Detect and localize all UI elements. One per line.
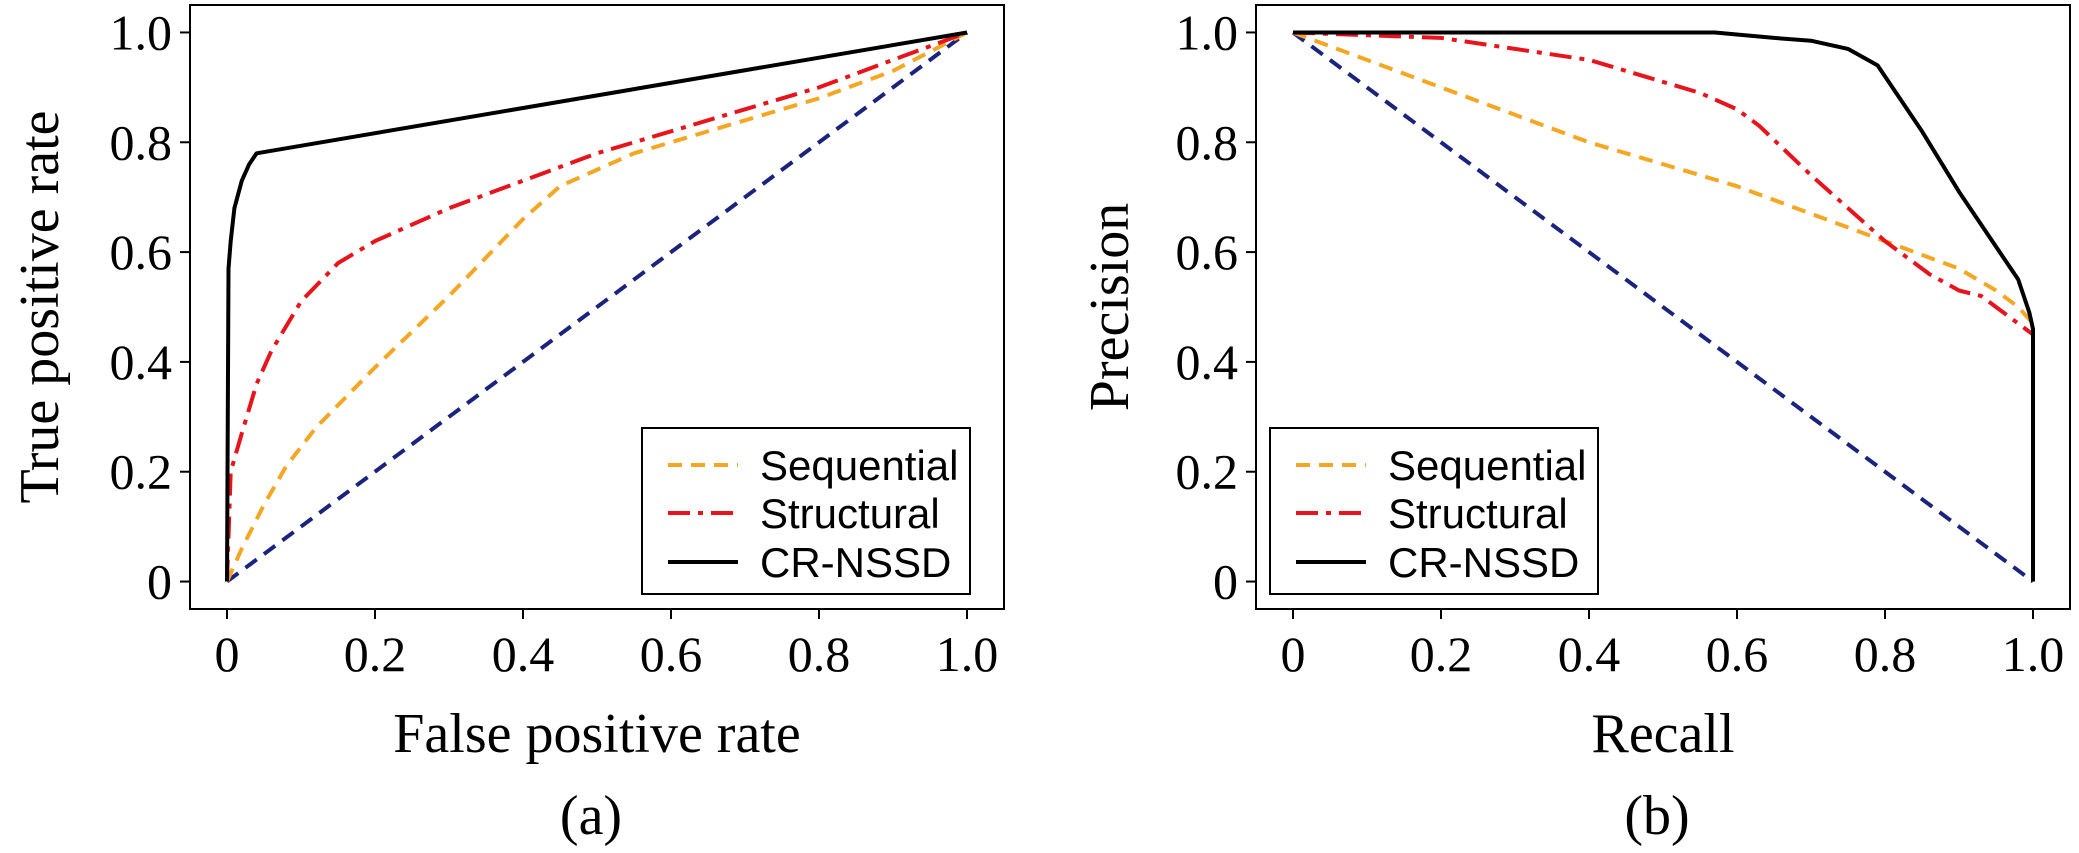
legend-b: Sequential Structural CR-NSSD — [1269, 427, 1599, 595]
x-tick-label: 0.8 — [1854, 626, 1917, 682]
y-tick-label: 0.6 — [1176, 224, 1239, 280]
y-tick-label: 0 — [147, 554, 172, 610]
y-tick-label: 0.2 — [1176, 444, 1239, 500]
x-tick-label: 0.4 — [492, 626, 555, 682]
x-axis-title-a: False positive rate — [393, 703, 800, 765]
y-tick-label: 0 — [1213, 554, 1238, 610]
x-tick-label: 0 — [215, 626, 240, 682]
series-line-structural — [225, 30, 968, 582]
series-line-sequential — [225, 30, 968, 583]
x-tick-label: 0.6 — [1706, 626, 1769, 682]
x-axis-title-b: Recall — [1591, 703, 1734, 765]
plot-frame-a — [189, 4, 1005, 610]
legend-label-structural-a: Structural — [760, 490, 940, 537]
y-axis-title-b: Precision — [1079, 203, 1141, 411]
plot-frame-b — [1255, 4, 2071, 610]
y-axis-title-a: True positive rate — [9, 111, 71, 504]
x-tick-label: 0.2 — [1410, 626, 1473, 682]
chart-panel-a: 0 0.2 0.4 0.6 0.8 1.0 0 0.2 0.4 0.6 0.8 1.0 Sequen… — [9, 4, 1005, 847]
series-line-reference — [1291, 30, 2035, 584]
chart-panel-b: 0 0.2 0.4 0.6 0.8 1.0 0 0.2 0.4 0.6 0.8 1.0 Sequen… — [1079, 4, 2071, 847]
caption-a: (a) — [560, 785, 622, 847]
y-ticks-b: 0 0.2 0.4 0.6 0.8 1.0 — [1176, 4, 1256, 610]
series-lines-a — [225, 30, 969, 584]
x-tick-label: 0.4 — [1558, 626, 1621, 682]
x-tick-label: 1.0 — [936, 626, 999, 682]
x-tick-label: 0.8 — [788, 626, 851, 682]
legend-label-sequential-a: Sequential — [760, 442, 959, 489]
y-tick-label: 0.6 — [110, 224, 173, 280]
series-line-cr-nssd — [1293, 30, 2035, 582]
y-tick-label: 0.8 — [110, 114, 173, 170]
y-tick-label: 1.0 — [110, 4, 173, 60]
x-ticks-a: 0 0.2 0.4 0.6 0.8 1.0 — [215, 609, 999, 682]
x-tick-label: 0.6 — [640, 626, 703, 682]
y-tick-label: 0.8 — [1176, 114, 1239, 170]
legend-label-cr-nssd-a: CR-NSSD — [760, 539, 951, 586]
x-tick-label: 0 — [1281, 626, 1306, 682]
y-tick-label: 0.2 — [110, 444, 173, 500]
legend-box-a — [641, 427, 971, 595]
y-tick-label: 0.4 — [1176, 334, 1239, 390]
legend-label-sequential-b: Sequential — [1388, 442, 1587, 489]
y-ticks-a: 0 0.2 0.4 0.6 0.8 1.0 — [110, 4, 190, 610]
legend-label-structural-b: Structural — [1388, 490, 1568, 537]
y-tick-label: 1.0 — [1176, 4, 1239, 60]
series-lines-b — [1291, 30, 2035, 584]
legend-label-cr-nssd-b: CR-NSSD — [1388, 539, 1579, 586]
series-line-sequential — [1292, 30, 2035, 325]
x-ticks-b: 0 0.2 0.4 0.6 0.8 1.0 — [1281, 609, 2065, 682]
legend-a: Sequential Structural CR-NSSD — [641, 427, 971, 595]
y-tick-label: 0.4 — [110, 334, 173, 390]
series-line-reference — [225, 30, 969, 584]
x-tick-label: 1.0 — [2002, 626, 2065, 682]
series-line-cr-nssd — [225, 30, 968, 582]
series-line-structural — [1292, 30, 2035, 337]
caption-b: (b) — [1624, 785, 1689, 847]
legend-box-b — [1269, 427, 1599, 595]
x-tick-label: 0.2 — [344, 626, 407, 682]
